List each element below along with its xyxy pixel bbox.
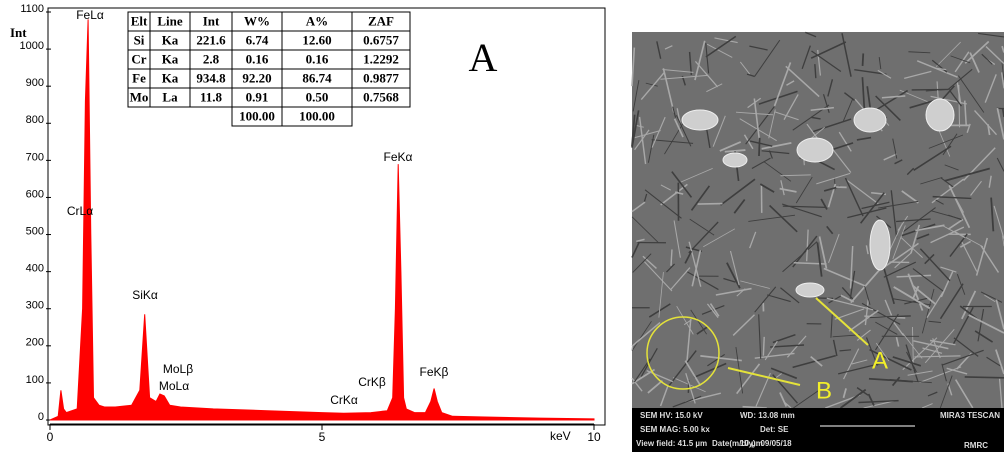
texture — [863, 53, 864, 66]
info-text: WD: 13.08 mm — [740, 411, 795, 420]
texture — [763, 337, 764, 356]
texture — [912, 89, 949, 90]
texture — [632, 346, 633, 350]
table-value: 11.8 — [200, 89, 223, 104]
table-value: 0.7568 — [363, 89, 399, 104]
table-value: Ka — [162, 51, 179, 66]
table-value: La — [162, 89, 178, 104]
x-axis-label: keV — [550, 429, 571, 443]
table-value: Ka — [162, 70, 179, 85]
composition-table: Elt Line Int W% A% ZAF Si Ka 221.6 6.74 12.60 0.675… — [128, 12, 410, 126]
marker-label: B — [816, 377, 832, 404]
x-tick-label: 0 — [47, 430, 54, 444]
x-tick-label: 5 — [319, 430, 326, 444]
texture — [815, 64, 816, 78]
peak-label: FeKα — [384, 150, 413, 164]
table-header: Int — [203, 13, 220, 28]
table-value: 92.20 — [242, 70, 271, 85]
info-text: Det: SE — [760, 425, 789, 434]
table-value: Mo — [130, 89, 149, 104]
info-text: SEM HV: 15.0 kV — [640, 411, 703, 420]
particle — [926, 99, 954, 131]
texture — [965, 377, 1004, 378]
table-value: 934.8 — [196, 70, 226, 85]
peak-label: MoLα — [159, 379, 189, 393]
panel-label: A — [469, 35, 498, 80]
table-total: 100.00 — [299, 108, 335, 123]
texture — [759, 138, 760, 156]
y-tick-label: 1000 — [20, 40, 44, 52]
particle — [723, 153, 747, 167]
peak-label: SiKα — [132, 288, 158, 302]
y-tick-label: 200 — [26, 337, 44, 349]
table-value: 221.6 — [196, 32, 226, 47]
table-header: Elt — [131, 13, 148, 28]
x-tick-label: 10 — [587, 430, 601, 444]
particle — [797, 138, 833, 162]
info-text: MIRA3 TESCAN — [940, 411, 1000, 420]
y-axis-label: Int — [10, 25, 27, 40]
marker-label: A — [872, 347, 888, 374]
particle — [854, 108, 886, 132]
peak-label: CrKβ — [358, 375, 386, 389]
y-tick-label: 0 — [38, 411, 44, 423]
table-value: 2.8 — [203, 51, 220, 66]
peak-label: FeKβ — [420, 365, 449, 379]
texture — [959, 85, 960, 127]
particle — [796, 283, 824, 297]
info-text: RMRC — [964, 441, 988, 450]
table-value: Fe — [132, 70, 146, 85]
table-value: 0.91 — [246, 89, 269, 104]
table-value: 1.2292 — [363, 51, 399, 66]
peak-label: FeLα — [76, 8, 104, 22]
table-value: Ka — [162, 32, 179, 47]
y-tick-label: 300 — [26, 300, 44, 312]
particle — [682, 110, 718, 130]
y-tick-label: 900 — [26, 77, 44, 89]
table-value: 0.6757 — [363, 32, 399, 47]
table-header: A% — [306, 13, 328, 28]
table-value: Cr — [131, 51, 146, 66]
y-tick-label: 600 — [26, 188, 44, 200]
peak-label: CrLα — [67, 204, 93, 218]
info-text: Date(m/d/y): 09/05/18 — [712, 439, 792, 448]
peak-label: CrKα — [330, 393, 358, 407]
particle — [870, 220, 890, 270]
info-text: View field: 41.5 µm — [636, 439, 707, 448]
peak-label: MoLβ — [163, 362, 193, 376]
y-tick-label: 100 — [26, 374, 44, 386]
table-value: 0.16 — [246, 51, 269, 66]
y-tick-label: 800 — [26, 114, 44, 126]
y-tick-label: 1100 — [20, 3, 44, 15]
y-tick-label: 700 — [26, 151, 44, 163]
info-text: SEM MAG: 5.00 kx — [640, 425, 710, 434]
y-tick-label: 400 — [26, 263, 44, 275]
table-value: 86.74 — [302, 70, 332, 85]
table-header: W% — [244, 13, 270, 28]
texture — [671, 249, 672, 265]
table-value: 6.74 — [246, 32, 269, 47]
table-value: Si — [134, 32, 145, 47]
table-total: 100.00 — [239, 108, 275, 123]
table-value: 12.60 — [302, 32, 331, 47]
table-value: 0.9877 — [363, 70, 399, 85]
table-header: Line — [157, 13, 183, 28]
table-value: 0.16 — [306, 51, 329, 66]
sem-image: A B SEM HV: 15.0 kV WD: 13.08 mm MIRA3 TESCA… — [632, 32, 1004, 452]
table-header: ZAF — [368, 13, 394, 28]
y-tick-label: 500 — [26, 225, 44, 237]
table-value: 0.50 — [306, 89, 329, 104]
